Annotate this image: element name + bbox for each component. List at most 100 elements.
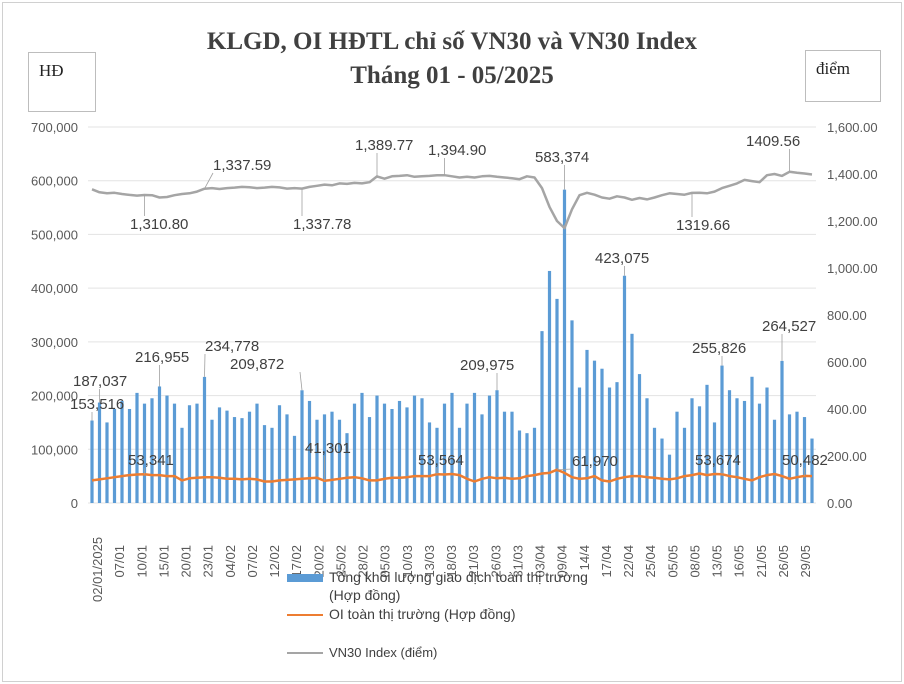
y-tick-label: 400,000	[31, 281, 78, 296]
x-tick-label: 23/01	[201, 545, 216, 578]
bar	[165, 395, 169, 503]
bar	[270, 427, 274, 503]
data-label: 53,564	[418, 452, 464, 469]
x-tick-label: 25/04	[643, 545, 658, 578]
leader-line	[299, 371, 303, 391]
bar	[112, 409, 117, 503]
bar	[105, 422, 109, 503]
x-tick-label: 05/05	[665, 545, 680, 578]
bar	[705, 384, 709, 503]
data-label: 234,778	[205, 338, 259, 355]
data-label: 423,075	[595, 250, 649, 267]
bar	[547, 270, 552, 503]
bar	[172, 403, 177, 503]
data-label: 53,341	[128, 452, 174, 469]
bar	[757, 403, 762, 503]
bar	[135, 392, 139, 503]
data-label: 1,310.80	[130, 216, 188, 233]
bar	[217, 407, 222, 503]
chart-title: KLGD, OI HĐTL chỉ số VN30 và VN30 Index	[206, 28, 698, 55]
y-tick-label: 600,000	[31, 174, 78, 189]
bar	[457, 427, 462, 503]
bar	[577, 387, 582, 503]
data-label: 1,337.78	[293, 216, 351, 233]
bar	[502, 411, 507, 503]
bar	[390, 409, 394, 503]
bar	[427, 422, 432, 503]
bar	[615, 382, 619, 503]
bar	[360, 392, 364, 503]
x-tick-label: 02/01/2025	[90, 537, 105, 602]
y2-tick-label: 0.00	[827, 496, 852, 511]
x-tick-label: 08/05	[687, 545, 702, 578]
bar	[555, 298, 559, 503]
bar	[675, 411, 679, 503]
bar	[585, 349, 589, 503]
bar	[810, 438, 814, 503]
oi-line	[91, 468, 813, 483]
x-tick-label: 15/01	[156, 545, 171, 578]
bar	[262, 425, 267, 503]
bar	[435, 427, 439, 503]
bar	[795, 411, 799, 503]
bar	[772, 419, 777, 503]
x-tick-label: 09/04	[555, 545, 570, 578]
y-tick-label: 100,000	[31, 442, 78, 457]
bar	[450, 392, 454, 503]
y-tick-label: 300,000	[31, 335, 78, 350]
x-tick-label: 14/4	[577, 545, 592, 570]
y-tick-label: 500,000	[31, 227, 78, 242]
x-tick-label: 21/05	[754, 545, 769, 578]
bar	[570, 320, 574, 503]
bar	[90, 420, 94, 503]
bar	[540, 331, 544, 503]
bar	[622, 275, 627, 503]
bar	[367, 417, 372, 503]
bar	[352, 403, 357, 503]
bar	[307, 400, 312, 503]
chart-subtitle: Tháng 01 - 05/2025	[350, 62, 554, 89]
data-label: 264,527	[762, 318, 816, 335]
bar	[532, 427, 537, 503]
y2-tick-label: 1,600.00	[827, 120, 878, 135]
bar	[397, 400, 402, 503]
bar	[630, 333, 634, 503]
legend-index-label: VN30 Index (điểm)	[329, 645, 438, 660]
bar	[180, 427, 184, 503]
legend-oi-label: OI toàn thị trường (Hợp đồng)	[329, 606, 516, 622]
bar	[412, 395, 417, 503]
x-tick-label: 07/01	[112, 545, 127, 578]
data-label: 61,970	[572, 453, 618, 470]
right-axis-unit: điểm	[805, 50, 881, 102]
bar	[525, 433, 529, 503]
x-tick-label: 10/03	[400, 545, 415, 578]
x-tick-label: 18/03	[444, 545, 459, 578]
bar	[780, 360, 784, 503]
data-label: 583,374	[535, 149, 589, 166]
bar	[195, 403, 199, 503]
x-tick-label: 26/03	[488, 545, 503, 578]
x-tick-label: 13/03	[422, 545, 437, 578]
data-label: 1319.66	[676, 217, 730, 234]
bar	[292, 435, 297, 503]
bar	[712, 422, 717, 503]
bar	[255, 403, 259, 503]
leader-line	[204, 172, 214, 189]
bar	[232, 417, 237, 503]
bar	[120, 400, 124, 503]
data-label: 50,482	[782, 452, 828, 469]
bar	[210, 419, 214, 503]
left-axis-unit: HĐ	[28, 52, 96, 112]
bar	[420, 398, 424, 503]
bar	[750, 376, 754, 503]
data-label: 187,037	[73, 373, 127, 390]
x-tick-label: 25/02	[333, 545, 348, 578]
bar	[442, 403, 447, 503]
data-label: 1,394.90	[428, 142, 486, 159]
x-tick-label: 20/01	[179, 545, 194, 578]
legend-index-swatch	[287, 652, 323, 654]
y2-tick-label: 400.00	[827, 402, 867, 417]
bar	[517, 430, 522, 503]
x-tick-label: 04/02	[223, 545, 238, 578]
